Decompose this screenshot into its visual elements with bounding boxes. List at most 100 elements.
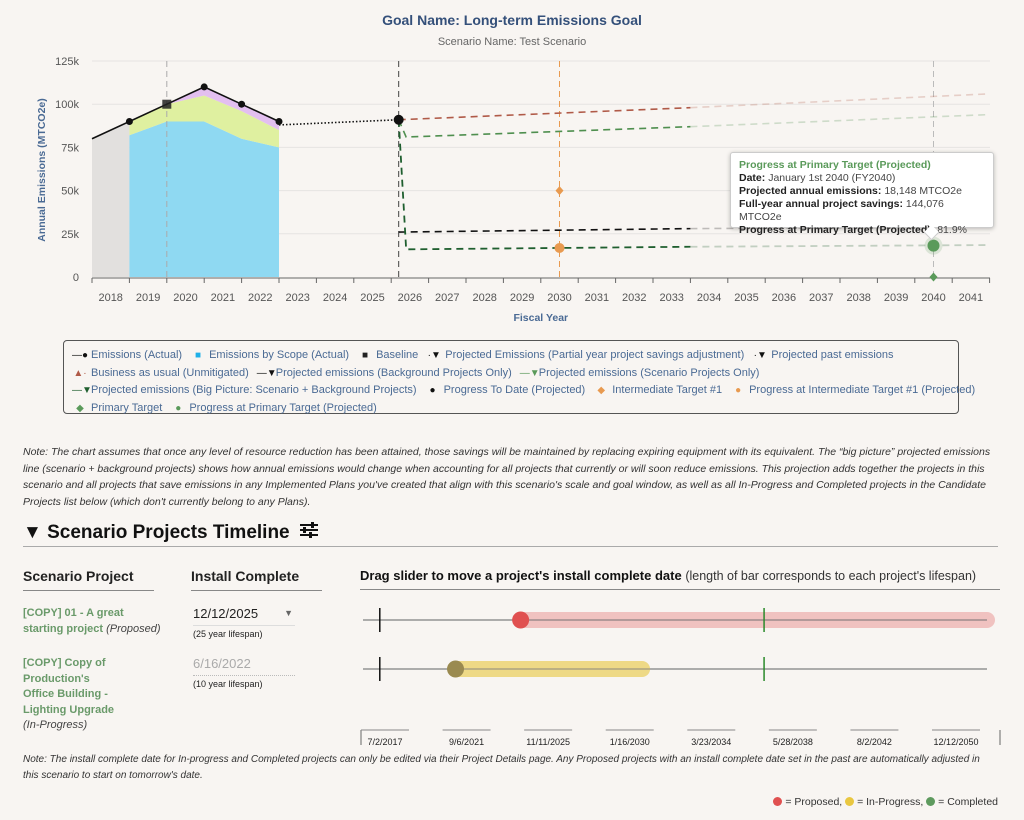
legend-label: Projected emissions (Big Picture: Scenar… xyxy=(91,384,417,396)
legend-label: Intermediate Target #1 xyxy=(612,384,723,396)
x-tick-label: 2022 xyxy=(248,292,272,304)
y-tick-label: 100k xyxy=(55,99,79,111)
scenario-only-line-faded xyxy=(690,113,990,128)
emissions-actual-point xyxy=(125,117,133,125)
legend-square-icon: ■ xyxy=(362,350,369,361)
legend-square-icon: ■ xyxy=(195,350,202,361)
legend-label: Projected emissions (Scenario Projects O… xyxy=(538,366,760,379)
scenario-only-line xyxy=(397,119,691,138)
legend-item[interactable]: ·▼ Projected past emissions xyxy=(752,347,894,365)
legend-item[interactable]: ◆ Primary Target xyxy=(72,400,162,418)
sliders-icon[interactable] xyxy=(299,522,319,543)
chart-legend: —● Emissions (Actual) ■ Emissions by Scope … xyxy=(63,340,975,414)
legend-row: —▼Projected emissions (Big Picture: Scen… xyxy=(72,382,975,400)
x-tick-label: 2038 xyxy=(846,292,870,304)
x-tick-label: 2018 xyxy=(98,292,122,304)
timeline-axis-label: 9/6/2021 xyxy=(449,737,484,747)
install-date-field-disabled: 6/16/2022 xyxy=(193,656,295,676)
y-tick-label: 25k xyxy=(61,229,79,241)
legend-triangle-up-icon: ▲· xyxy=(73,367,87,379)
bau-line-faded xyxy=(690,93,990,109)
legend-label: Business as usual (Unmitigated) xyxy=(91,366,249,379)
legend-item[interactable]: ■ Emissions by Scope (Actual) xyxy=(190,347,349,365)
project-name-link[interactable]: [COPY] Copy of Production's Office Build… xyxy=(23,657,115,731)
x-tick-label: 2032 xyxy=(622,292,646,304)
background-only-line xyxy=(398,227,691,233)
intermediate-progress-point xyxy=(554,242,565,253)
legend-item[interactable]: ■ Baseline xyxy=(357,347,418,365)
projected-past-line xyxy=(278,118,399,126)
status-legend: = Proposed, = In-Progress, = Completed xyxy=(773,796,998,808)
timeline-note: Note: The install complete date for In-p… xyxy=(23,754,980,781)
lifespan-label: (10 year lifespan) xyxy=(193,679,263,689)
legend-triangle-down-icon: —▼ xyxy=(72,385,92,396)
emissions-actual-point xyxy=(200,83,208,91)
legend-label: Progress at Intermediate Target #1 (Proj… xyxy=(749,384,976,396)
tooltip-row-progress: Progress at Primary Target (Projected): … xyxy=(739,224,967,236)
legend-item[interactable]: ◆ Intermediate Target #1 xyxy=(593,382,722,400)
project-name-link[interactable]: [COPY] 01 - A great starting project (Pr… xyxy=(23,607,161,635)
x-axis-label: Fiscal Year xyxy=(513,312,568,324)
x-tick-label: 2029 xyxy=(510,292,534,304)
y-tick-label: 50k xyxy=(61,186,79,198)
legend-item[interactable]: —● Emissions (Actual) xyxy=(72,347,182,365)
legend-label: Progress at Primary Target (Projected) xyxy=(189,401,377,414)
col-header-install: Install Complete xyxy=(191,568,322,591)
slider-handle[interactable] xyxy=(512,611,530,629)
col-header-slider: Drag slider to move a project's install … xyxy=(360,568,1000,590)
legend-item[interactable]: —▼Projected emissions (Big Picture: Scen… xyxy=(72,382,417,400)
x-tick-label: 2020 xyxy=(173,292,197,304)
chart-subtitle: Scenario Name: Test Scenario xyxy=(437,36,587,48)
emissions-actual-point xyxy=(275,117,283,125)
x-tick-label: 2036 xyxy=(772,292,796,304)
timeline-section-header[interactable]: ▼ Scenario Projects Timeline xyxy=(23,522,998,547)
completed-dot-icon xyxy=(926,797,936,806)
legend-item[interactable]: ·▼ Projected Emissions (Partial year proj… xyxy=(426,347,745,365)
col-header-project: Scenario Project xyxy=(23,568,154,591)
x-tick-label: 2023 xyxy=(285,292,309,304)
legend-item[interactable]: ▲· Business as usual (Unmitigated) xyxy=(72,365,249,383)
x-tick-label: 2035 xyxy=(734,292,758,304)
legend-diamond-icon: ◆ xyxy=(597,385,606,396)
legend-circle-icon: ● xyxy=(175,402,182,414)
legend-dot-triangle-icon: ·▼ xyxy=(427,350,441,361)
emissions-actual-point xyxy=(238,100,246,108)
x-tick-label: 2041 xyxy=(959,292,983,304)
bau-line xyxy=(398,106,691,121)
legend-label: Projected past emissions xyxy=(771,349,894,361)
legend-dot-triangle-icon: ·▼ xyxy=(753,350,767,361)
section-title: Scenario Projects Timeline xyxy=(47,522,290,543)
emissions-chart: 0 25k 50k 75k 100k 125k Annual Emissions (MTCO… xyxy=(36,56,991,324)
primary-target-marker xyxy=(929,272,938,282)
tooltip-row-savings: Full-year annual project savings: 144,07… xyxy=(739,198,944,223)
legend-item[interactable]: ● Progress at Primary Target (Projected) xyxy=(170,400,377,418)
legend-diamond-icon: ◆ xyxy=(76,402,84,414)
chart-tooltip: Progress at Primary Target (Projected) D… xyxy=(730,152,994,236)
tooltip-title: Progress at Primary Target (Projected) xyxy=(739,159,931,171)
legend-item[interactable]: —▼Projected emissions (Background Projec… xyxy=(257,365,512,383)
collapse-toggle-icon[interactable]: ▼ xyxy=(23,522,42,543)
legend-label: Baseline xyxy=(376,349,419,361)
scope-1-area xyxy=(129,121,279,277)
legend-label: Emissions by Scope (Actual) xyxy=(209,349,350,361)
tooltip-row-date: Date: January 1st 2040 (FY2040) xyxy=(739,172,896,184)
chevron-down-icon[interactable]: ▼ xyxy=(284,608,293,618)
x-tick-label: 2034 xyxy=(697,292,721,304)
legend-label: Projected Emissions (Partial year projec… xyxy=(445,349,745,361)
legend-row: ◆ Primary Target ● Progress at Primary Targ… xyxy=(72,400,950,418)
chart-note: Note: The chart assumes that once any le… xyxy=(23,446,991,508)
legend-item[interactable]: ● Progress at Intermediate Target #1 (Pro… xyxy=(730,382,975,400)
proposed-dot-icon xyxy=(773,797,783,806)
timeline-axis-label: 11/11/2025 xyxy=(526,737,570,747)
chart-title: Goal Name: Long-term Emissions Goal xyxy=(382,12,642,28)
x-tick-label: 2024 xyxy=(323,292,347,304)
progress-to-date-point xyxy=(393,114,404,125)
install-date-select[interactable]: 12/12/2025 ▼ xyxy=(193,606,295,626)
y-tick-label: 125k xyxy=(55,56,79,68)
x-tick-label: 2037 xyxy=(809,292,833,304)
timeline-axis-label: 5/28/2038 xyxy=(773,737,813,747)
x-tick-label: 2031 xyxy=(585,292,609,304)
legend-item[interactable]: ● Progress To Date (Projected) xyxy=(425,382,586,400)
timeline-axis-label: 7/2/2017 xyxy=(367,737,402,747)
legend-item[interactable]: —▼Projected emissions (Scenario Projects… xyxy=(520,365,760,383)
